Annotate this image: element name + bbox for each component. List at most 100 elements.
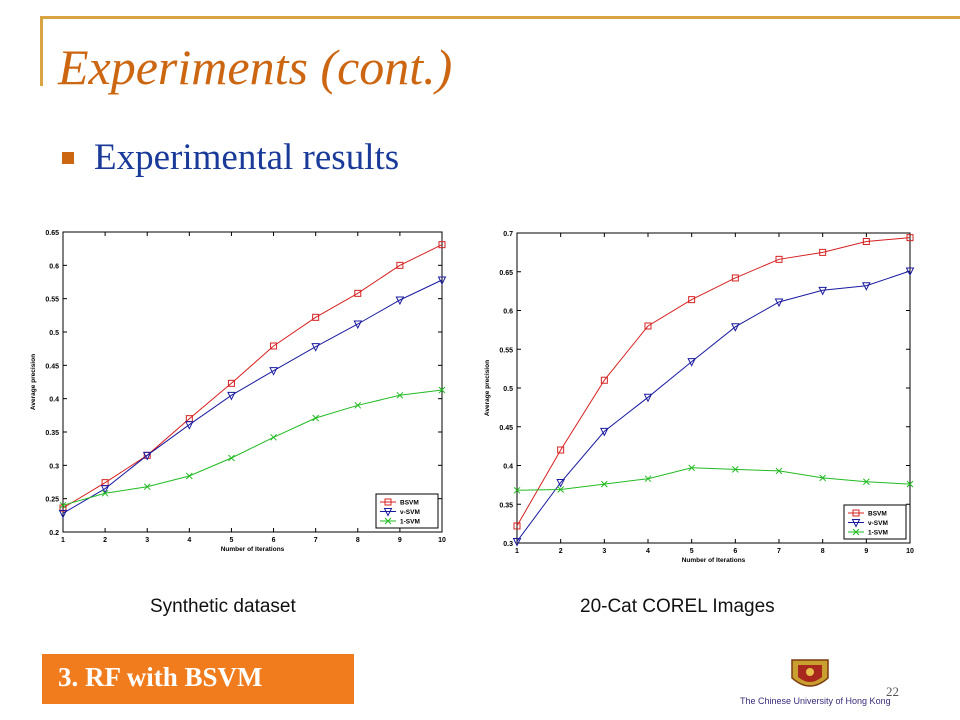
data-point-1-7: [818, 286, 827, 296]
data-point-1-1: [556, 479, 565, 488]
data-point-1-5: [731, 323, 740, 332]
series-line-1: [62, 279, 443, 514]
data-point-2-1: [557, 486, 565, 493]
university-logo: The Chinese University of Hong Kong: [740, 656, 891, 712]
data-point-2-5: [731, 466, 739, 473]
x-tick-label: 9: [864, 548, 868, 555]
data-point-2-8: [862, 478, 870, 486]
x-tick-label: 5: [690, 548, 694, 555]
y-tick-label: 0.6: [503, 309, 513, 316]
y-tick-label: 0.6: [49, 263, 59, 270]
data-point-1-6: [774, 298, 784, 308]
section-label-box: 3. RF with BSVM: [42, 654, 354, 704]
y-tick-label: 0.35: [499, 502, 513, 509]
x-tick-label: 10: [906, 548, 914, 555]
chart-corel-images: 0.3 0.35 0.4 0.45 0.5 0.55 0.6 0.65 0.7 1 2 3 4 5 6 7 8 9…: [484, 231, 915, 562]
y-tick-label: 0.3: [49, 463, 59, 470]
data-point-0-4: [688, 296, 696, 304]
x-tick-label: 7: [314, 537, 318, 544]
data-point-1-5: [269, 367, 278, 376]
x-axis-label: Number of Iterations: [682, 557, 746, 562]
data-point-1-3: [643, 393, 653, 403]
legend-marker: [383, 508, 393, 517]
data-point-2-2: [600, 480, 608, 488]
data-point-0-7: [819, 248, 827, 256]
x-tick-label: 4: [646, 548, 650, 555]
legend-entry: BSVM: [868, 511, 887, 518]
caption-corel-images: 20-Cat COREL Images: [580, 596, 775, 617]
x-tick-label: 2: [559, 548, 563, 555]
x-tick-label: 7: [777, 548, 781, 555]
series-line-2: [62, 389, 443, 506]
data-point-2-3: [185, 472, 193, 480]
data-point-2-0: [59, 501, 67, 509]
data-point-1-3: [185, 421, 194, 430]
x-tick-label: 1: [61, 537, 65, 544]
data-point-0-9: [438, 241, 446, 249]
chart-synthetic-dataset: 0.2 0.25 0.3 0.35 0.4 0.45 0.5 0.55 0.6 0.65 1 2 3 4 5…: [30, 230, 447, 553]
data-point-1-0: [512, 537, 522, 547]
y-tick-label: 0.55: [45, 297, 59, 304]
y-tick-label: 0.65: [499, 270, 513, 277]
data-point-0-2: [600, 376, 608, 384]
data-point-2-2: [143, 483, 151, 491]
data-point-2-3: [644, 475, 652, 483]
x-tick-label: 4: [187, 537, 191, 544]
data-point-2-0: [513, 486, 521, 494]
data-point-2-5: [270, 433, 277, 441]
data-point-1-8: [395, 296, 405, 306]
data-point-2-9: [906, 480, 914, 488]
legend-marker: [384, 498, 392, 506]
data-point-1-9: [437, 276, 447, 286]
header-rule-horizontal: [40, 16, 960, 19]
data-point-1-7: [353, 320, 363, 330]
y-tick-label: 0.55: [499, 347, 513, 354]
legend-marker: [851, 519, 861, 528]
legend-entry: 1-SVM: [400, 519, 420, 526]
series-line-2: [516, 467, 911, 491]
data-point-0-6: [775, 255, 783, 263]
data-point-1-4: [227, 391, 236, 401]
y-axis-label: Average precision: [30, 354, 37, 410]
data-point-1-6: [311, 343, 320, 352]
data-point-2-7: [819, 474, 827, 482]
y-tick-label: 0.4: [49, 397, 59, 404]
x-tick-label: 3: [145, 537, 149, 544]
x-axis-label: Number of Iterations: [221, 546, 285, 553]
series-line-1: [516, 270, 911, 542]
data-point-0-9: [906, 234, 914, 242]
legend-entry: 1-SVM: [868, 530, 888, 537]
y-tick-label: 0.5: [49, 330, 59, 337]
data-point-0-6: [312, 313, 320, 321]
legend-entry: BSVM: [400, 500, 419, 507]
data-point-1-2: [600, 427, 609, 437]
series-line-0: [62, 244, 443, 509]
y-tick-label: 0.35: [45, 430, 59, 437]
plot-area: [62, 231, 443, 533]
data-point-0-5: [731, 274, 739, 282]
y-tick-label: 0.45: [499, 425, 513, 432]
data-point-0-4: [227, 379, 235, 387]
data-point-1-9: [905, 267, 915, 277]
data-point-1-2: [142, 451, 152, 461]
series-line-0: [516, 237, 911, 527]
y-tick-label: 0.25: [45, 497, 59, 504]
data-point-1-1: [100, 485, 110, 494]
data-point-0-5: [270, 342, 278, 350]
legend-marker: [852, 528, 860, 536]
section-label: 3. RF with BSVM: [58, 662, 263, 692]
page-number: 22: [886, 684, 899, 699]
x-tick-label: 8: [356, 537, 360, 544]
data-point-1-8: [862, 282, 871, 291]
x-tick-label: 9: [398, 537, 402, 544]
data-point-0-3: [644, 322, 652, 330]
data-point-0-7: [354, 289, 362, 297]
data-point-2-9: [438, 386, 446, 394]
data-point-2-4: [688, 464, 696, 472]
y-tick-label: 0.7: [503, 231, 513, 238]
x-tick-label: 5: [229, 537, 233, 544]
plot-area: [516, 232, 911, 544]
university-name: The Chinese University of Hong Kong: [740, 696, 891, 706]
data-point-2-7: [354, 401, 362, 409]
cuhk-crest-icon: [791, 659, 829, 687]
